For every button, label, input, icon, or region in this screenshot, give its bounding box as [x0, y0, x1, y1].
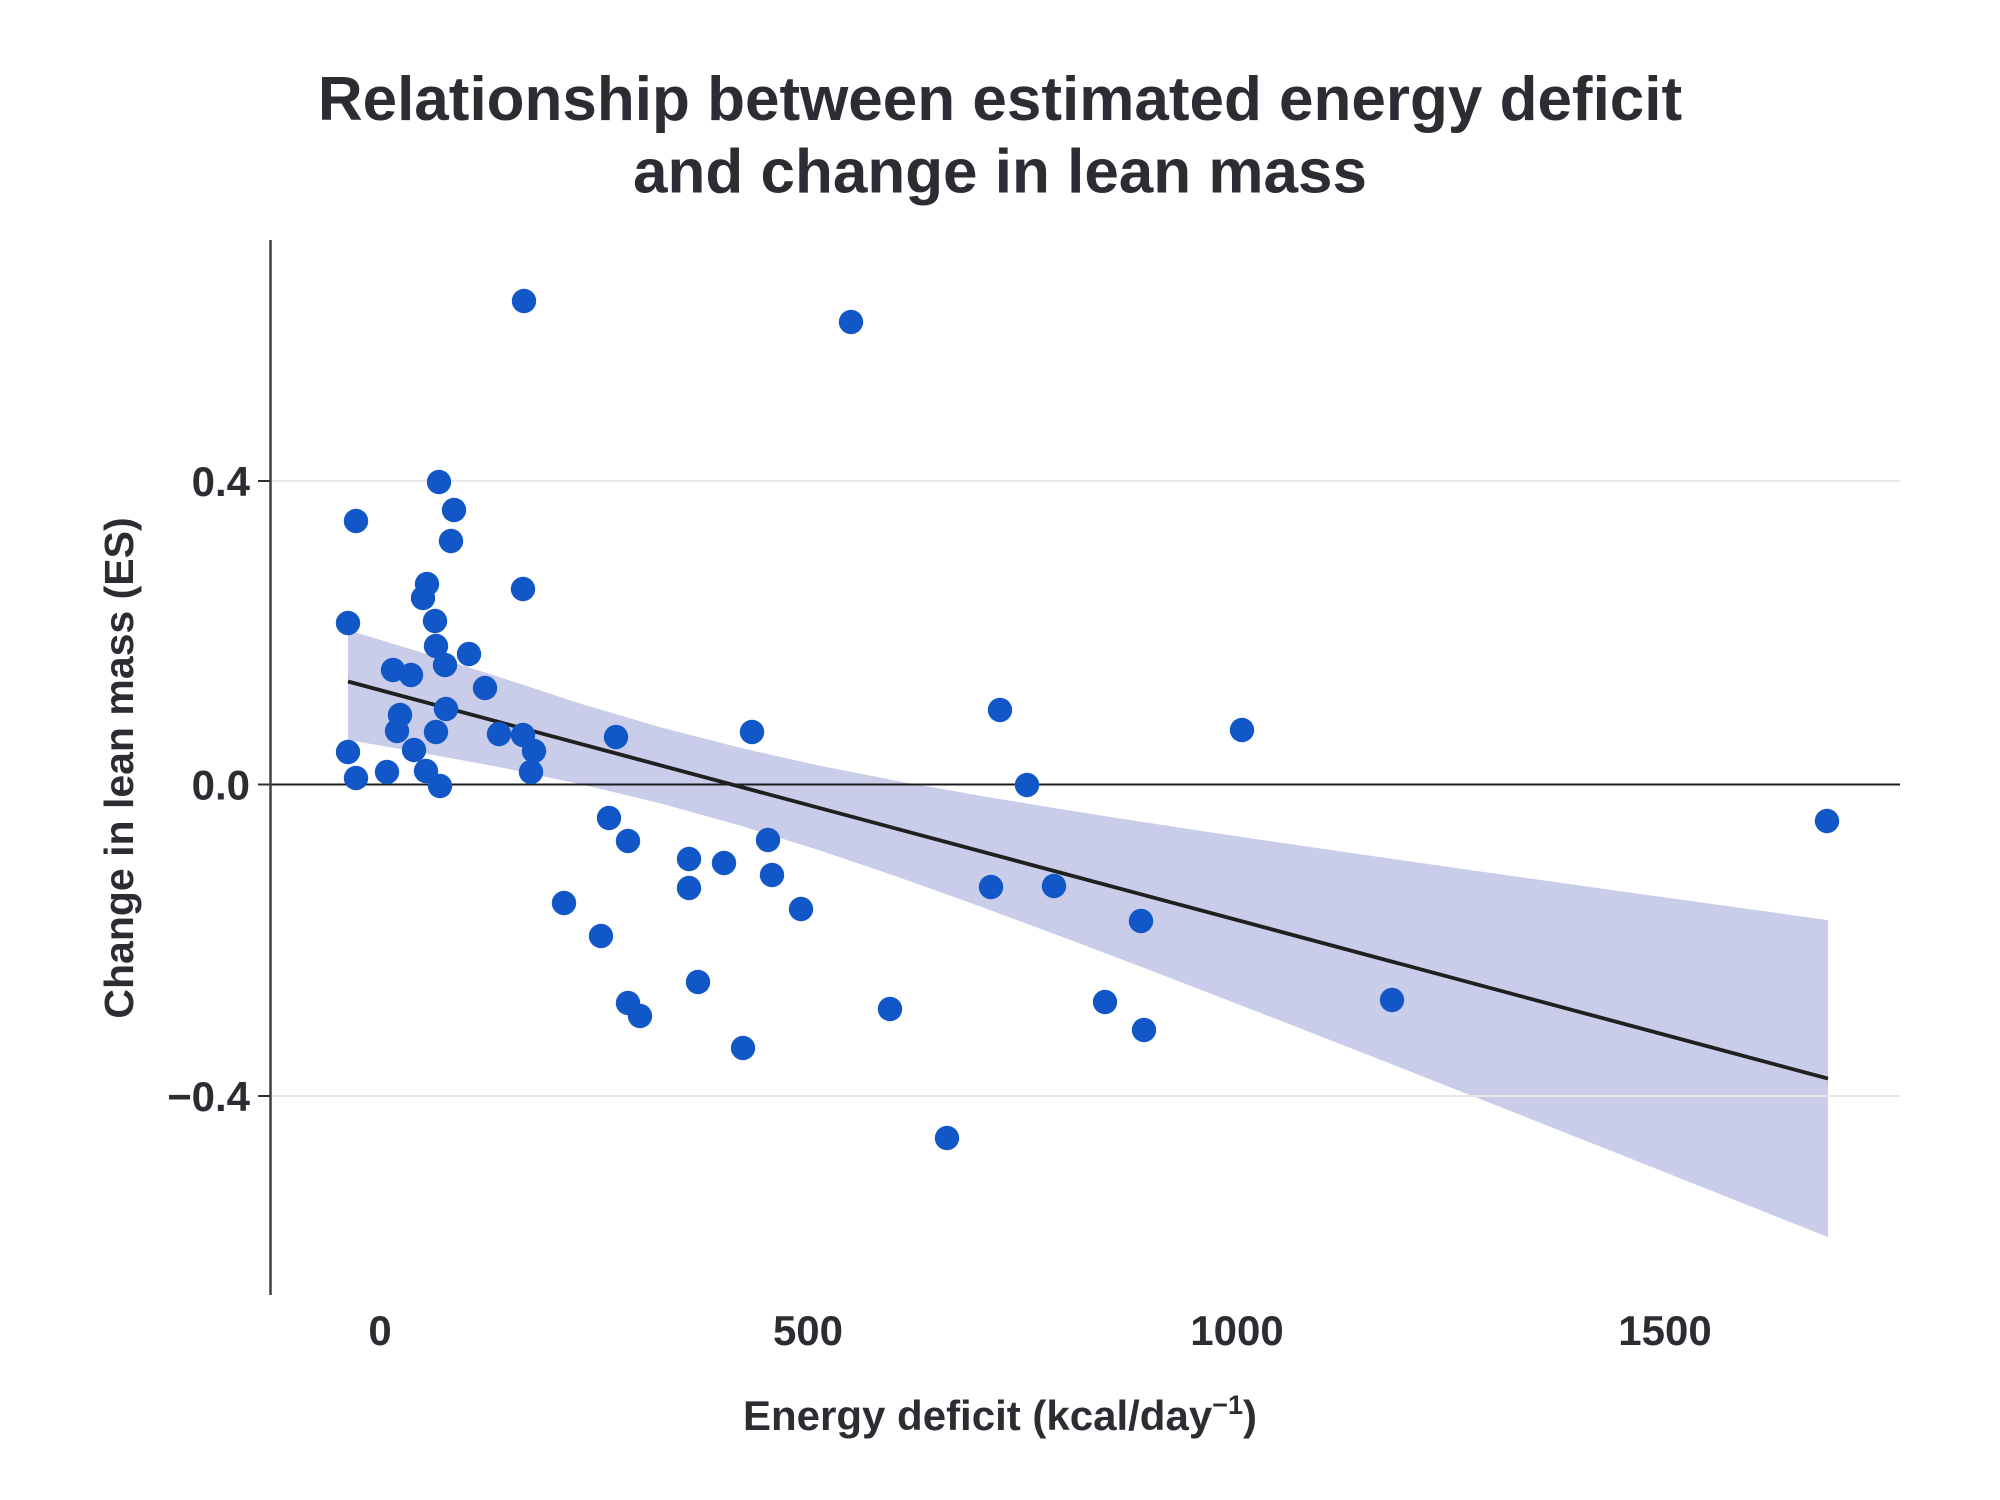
svg-text:Change in lean mass (ES): Change in lean mass (ES) — [96, 517, 142, 1018]
svg-text:1000: 1000 — [1190, 1307, 1283, 1354]
svg-text:0.0: 0.0 — [192, 762, 250, 809]
svg-text:0: 0 — [368, 1307, 391, 1354]
svg-text:and change in lean mass: and change in lean mass — [633, 138, 1367, 207]
svg-text:1500: 1500 — [1618, 1307, 1711, 1354]
svg-text:−0.4: −0.4 — [167, 1073, 251, 1120]
svg-text:Energy deficit (kcal/day−1): Energy deficit (kcal/day−1) — [743, 1390, 1257, 1439]
svg-text:Relationship between estimated: Relationship between estimated energy de… — [318, 65, 1682, 134]
svg-text:500: 500 — [773, 1307, 843, 1354]
svg-text:0.4: 0.4 — [192, 458, 251, 505]
